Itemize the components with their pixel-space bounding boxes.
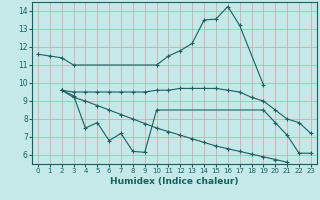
X-axis label: Humidex (Indice chaleur): Humidex (Indice chaleur) <box>110 177 239 186</box>
